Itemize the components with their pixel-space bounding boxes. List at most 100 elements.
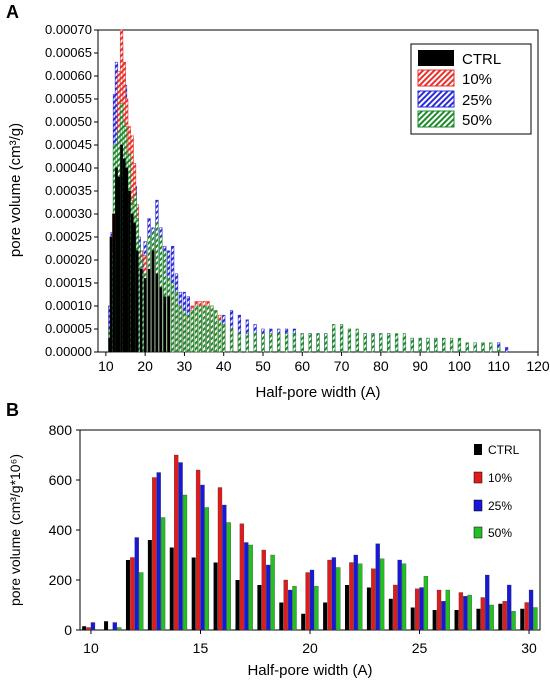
panel-b-bar-10pct-23 [371, 568, 376, 631]
panel-a-ytick-label: 0.00025 [45, 229, 92, 244]
panel-b-bar-50pct-27 [467, 594, 472, 631]
panel-b-bar-ctrl-26 [432, 610, 437, 630]
panel-b-bar-ctrl-30 [520, 608, 525, 630]
panel-a-bar-ctrl-18 [163, 296, 167, 353]
panel-b-bar-10pct-28 [480, 597, 485, 631]
panel-a-bar-50pct-55 [363, 333, 367, 353]
legend-b-swatch-10 [473, 471, 483, 484]
panel-a-bar-50pct-57 [379, 333, 383, 353]
legend-swatch-25 [417, 90, 455, 108]
panel-a-x-ticks: 10 20 30 40 50 60 70 80 90 100 110 120 [98, 352, 550, 374]
legend-swatch-ctrl [418, 50, 454, 66]
panel-a-bar-50pct-24 [171, 282, 175, 353]
legend-label-25: 25% [462, 92, 492, 109]
panel-a-bar-50pct-52 [339, 324, 344, 353]
panel-b-xtick-label: 20 [302, 640, 318, 656]
panel-a-bar-50pct-40 [245, 333, 249, 353]
panel-b-bar-25pct-15 [200, 484, 205, 631]
panel-b-bar-25pct-22 [353, 554, 358, 631]
panel-a-bar-50pct-33 [206, 305, 210, 353]
panel-b-bar-ctrl-23 [366, 587, 371, 630]
panel-b-bar-ctrl-15 [191, 557, 196, 630]
panel-b-bar-50pct-16 [226, 522, 231, 631]
panel-a-ytick-label: 0.00015 [45, 275, 92, 290]
panel-a-bar-50pct-35 [214, 310, 218, 353]
panel-b-bar-ctrl-18 [257, 585, 262, 630]
panel-b-bar-10pct-30 [524, 602, 529, 631]
panel-b-bar-10pct-16 [217, 487, 223, 631]
panel-b-bar-10pct-29 [502, 601, 507, 631]
panel-a-bar-50pct-72 [497, 347, 501, 353]
panel-a-bar-ctrl-8 [128, 190, 131, 353]
panel-b-bar-25pct-30 [528, 589, 534, 631]
legend-label-50: 50% [462, 112, 492, 129]
panel-b-bars [82, 454, 538, 631]
legend-label-10: 10% [462, 71, 492, 88]
panel-a-y-ticks: 0.00000 0.00005 0.00010 0.00015 0.00020 0.000… [45, 22, 98, 359]
panel-a-bar-ctrl-11 [135, 250, 139, 353]
panel-a-bar-50pct-48 [308, 333, 312, 353]
panel-a-bar-ctrl-14 [147, 268, 151, 353]
panel-a-bar-ctrl-19 [167, 296, 171, 353]
panel-a-bar-ctrl-7 [125, 167, 128, 353]
panel-b-bar-50pct-22 [358, 563, 363, 631]
panel-b-bar-25pct-18 [266, 564, 271, 631]
panel-a-bar-50pct-44 [277, 333, 281, 353]
panel-a-ytick-label: 0.00030 [45, 206, 92, 221]
panel-a-bar-50pct-37 [222, 324, 226, 353]
panel-b-bar-10pct-13 [152, 477, 157, 631]
panel-a-label: A [6, 2, 19, 22]
panel-b-bar-10pct-15 [195, 469, 201, 631]
panel-b-bar-25pct-26 [441, 601, 446, 631]
panel-b-ytick-label: 400 [49, 522, 73, 538]
panel-b-bar-ctrl-17 [235, 580, 240, 630]
panel-a-bar-ctrl-2 [112, 213, 116, 353]
panel-a-bar-50pct-47 [300, 333, 304, 353]
panel-b-bar-25pct-13 [156, 472, 161, 631]
panel-a-ytick-label: 0.00065 [45, 45, 92, 60]
panel-b-bar-50pct-24 [401, 563, 407, 631]
panel-a-bar-ctrl-12 [139, 268, 143, 353]
panel-a-bar-50pct-28 [186, 314, 190, 353]
panel-a-legend: CTRL 10% 25% 50% [410, 43, 532, 135]
panel-b-x-ticks: 10 15 20 25 30 [83, 630, 537, 656]
panel-b-xtick-label: 15 [193, 640, 209, 656]
panel-b-bar-10pct-17 [239, 523, 245, 631]
panel-b-xtick-label: 25 [412, 640, 428, 656]
panel-b-bar-10pct-24 [393, 584, 398, 631]
panel-a-bar-50pct-25 [174, 291, 179, 353]
panel-a-bar-50pct-60 [402, 333, 407, 353]
panel-b-bar-ctrl-19 [279, 602, 284, 630]
legend-b-label-10: 10% [488, 471, 512, 485]
panel-a-bar-50pct-26 [178, 305, 183, 353]
panel-a-ytick-label: 0.00000 [45, 344, 92, 359]
panel-b-bar-ctrl-27 [454, 610, 459, 630]
panel-a-bar-50pct-30 [194, 305, 198, 353]
panel-a-bar-ctrl-15 [151, 250, 155, 353]
panel-b-bar-25pct-17 [244, 542, 249, 631]
panel-b-bar-25pct-25 [419, 587, 424, 631]
panel-b-xtick-label: 10 [83, 640, 99, 656]
panel-b-bar-25pct-29 [506, 584, 512, 631]
panel-a-bar-50pct-56 [371, 333, 375, 353]
panel-a-bar-50pct-69 [473, 342, 477, 353]
panel-a-bar-50pct-45 [284, 333, 289, 353]
legend-b-label-ctrl: CTRL [488, 443, 520, 457]
panel-b-bar-ctrl-13 [147, 540, 152, 630]
panel-a-bar-50pct-43 [269, 333, 273, 353]
panel-b-bar-25pct-12 [134, 537, 139, 631]
panel-a-xtick-label: 50 [255, 358, 271, 374]
panel-b-bar-ctrl-10 [82, 626, 87, 630]
panel-a-bar-25pct-69 [504, 347, 509, 353]
panel-b-bar-25pct-14 [178, 462, 183, 631]
panel-b-bar-ctrl-12 [125, 560, 130, 630]
panel-b-bar-10pct-19 [283, 579, 288, 631]
panel-a-ytick-label: 0.00035 [45, 183, 92, 198]
panel-a-xtick-label: 60 [294, 358, 310, 374]
panel-b-bar-25pct-19 [287, 589, 293, 631]
panel-b-bar-ctrl-16 [213, 562, 218, 630]
panel-b-bar-50pct-26 [445, 589, 450, 631]
panel-a-bar-50pct-27 [182, 310, 187, 353]
panel-a-bar-50pct-51 [332, 324, 336, 353]
